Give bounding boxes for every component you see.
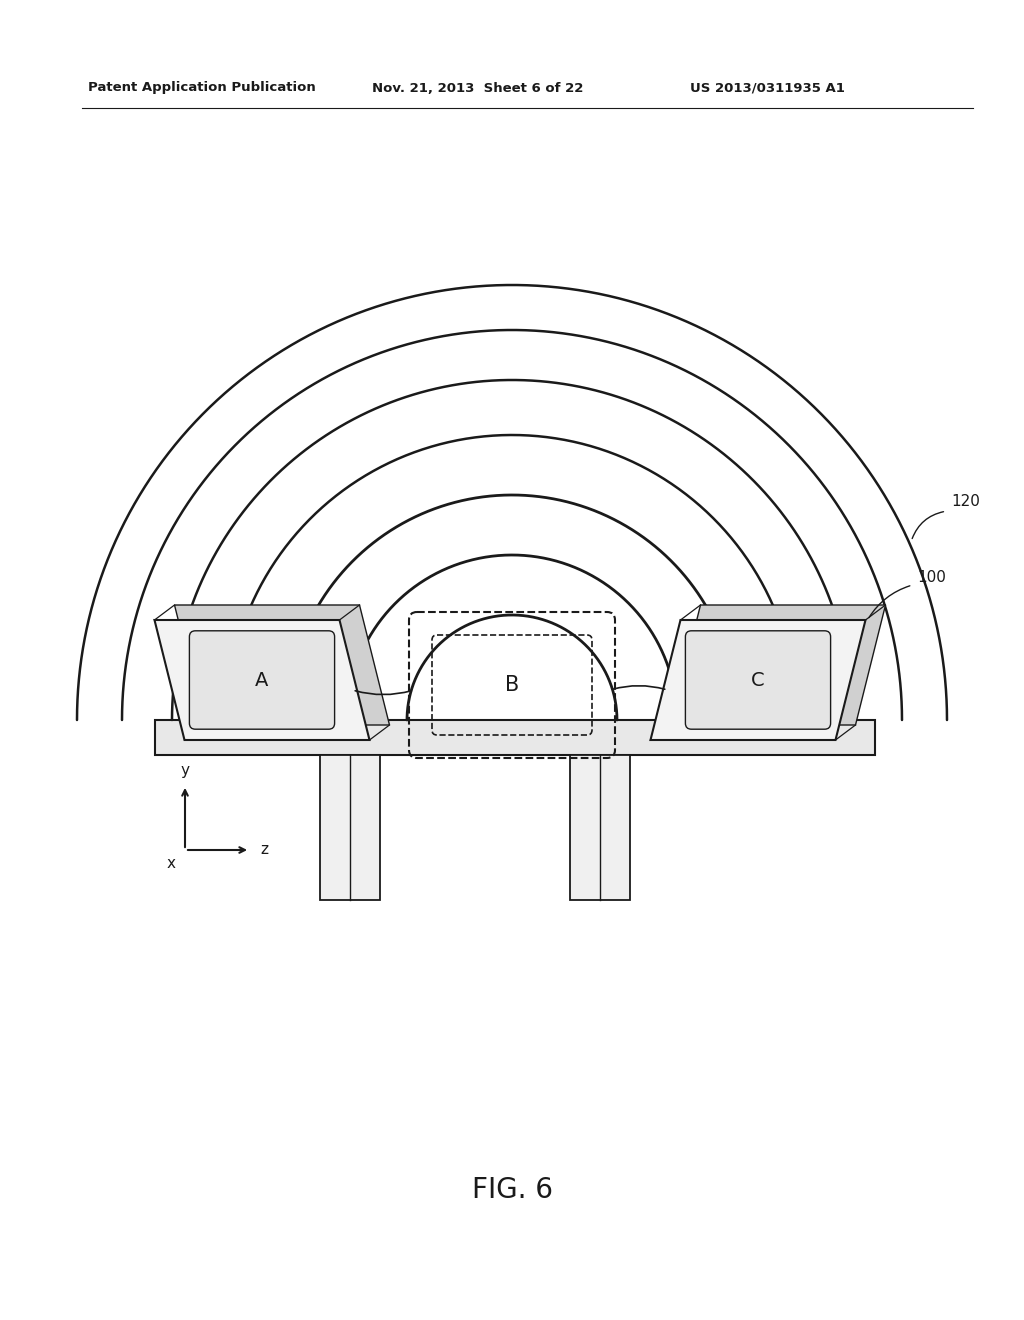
Bar (319, 755, 380, 900)
FancyBboxPatch shape (685, 631, 830, 729)
Text: x: x (167, 857, 175, 871)
Text: Patent Application Publication: Patent Application Publication (88, 82, 315, 95)
Text: z: z (260, 842, 268, 858)
Bar (155, 719, 874, 755)
Text: 100: 100 (918, 569, 946, 585)
Text: y: y (180, 763, 189, 779)
Text: FIG. 6: FIG. 6 (471, 1176, 553, 1204)
Text: A: A (255, 671, 268, 689)
Text: 120: 120 (951, 494, 980, 508)
Text: B: B (505, 675, 519, 696)
Polygon shape (174, 605, 389, 725)
Polygon shape (155, 620, 370, 741)
Text: C: C (752, 671, 765, 689)
Text: US 2013/0311935 A1: US 2013/0311935 A1 (690, 82, 845, 95)
Bar (570, 755, 630, 900)
Polygon shape (650, 620, 865, 741)
FancyBboxPatch shape (189, 631, 335, 729)
Polygon shape (671, 605, 886, 725)
Text: Nov. 21, 2013  Sheet 6 of 22: Nov. 21, 2013 Sheet 6 of 22 (372, 82, 584, 95)
